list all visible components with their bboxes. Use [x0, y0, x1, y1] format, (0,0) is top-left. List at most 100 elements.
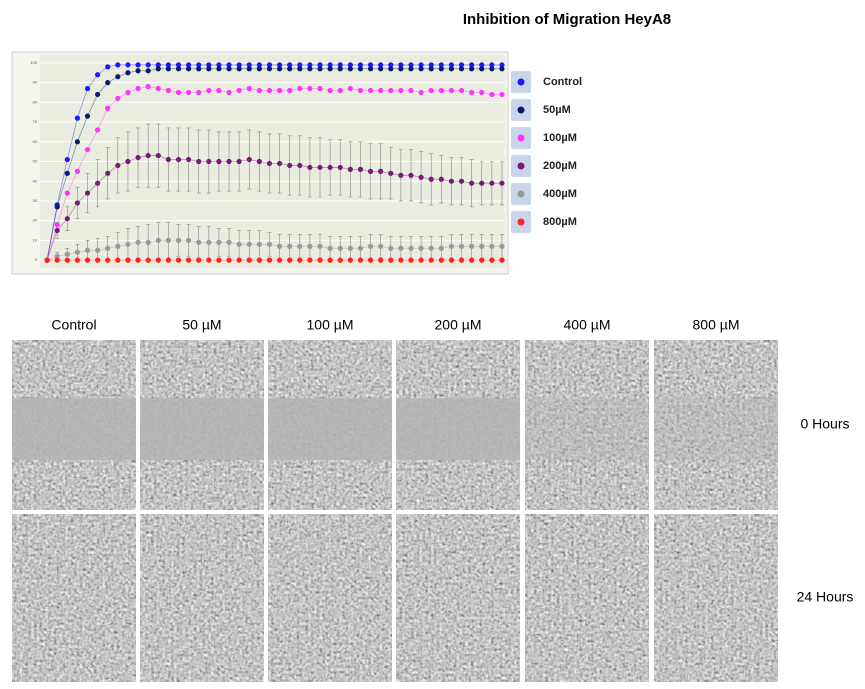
data-point — [388, 258, 393, 263]
data-point — [85, 86, 90, 91]
legend-marker — [518, 107, 525, 114]
data-point — [75, 258, 80, 263]
y-tick-label: 30 — [33, 198, 38, 203]
y-tick-label: 60 — [33, 139, 38, 144]
data-point — [317, 66, 322, 71]
data-point — [176, 157, 181, 162]
data-point — [135, 155, 140, 160]
data-point — [176, 258, 181, 263]
data-point — [216, 258, 221, 263]
legend-label: 50µM — [543, 104, 571, 116]
image-grid: Control50 µM100 µM200 µM400 µM800 µM0 Ho… — [12, 317, 853, 682]
data-point — [186, 90, 191, 95]
data-point — [146, 153, 151, 158]
data-point — [317, 86, 322, 91]
data-point — [247, 66, 252, 71]
data-point — [196, 159, 201, 164]
data-point — [277, 244, 282, 249]
data-point — [105, 106, 110, 111]
data-point — [75, 139, 80, 144]
column-label: 200 µM — [435, 317, 482, 333]
data-point — [429, 258, 434, 263]
data-point — [449, 244, 454, 249]
data-point — [75, 169, 80, 174]
data-point — [408, 88, 413, 93]
data-point — [267, 258, 272, 263]
data-point — [247, 258, 252, 263]
data-point — [55, 258, 60, 263]
data-point — [378, 244, 383, 249]
data-point — [267, 161, 272, 166]
data-point — [307, 66, 312, 71]
data-point — [317, 258, 322, 263]
data-point — [176, 238, 181, 243]
data-point — [216, 159, 221, 164]
micrograph — [268, 514, 392, 682]
data-point — [146, 240, 151, 245]
data-point — [95, 181, 100, 186]
column-label: 400 µM — [564, 317, 611, 333]
legend-marker — [518, 219, 525, 226]
data-point — [115, 163, 120, 168]
data-point — [95, 258, 100, 263]
data-point — [226, 159, 231, 164]
data-point — [418, 90, 423, 95]
legend-label: 800µM — [543, 216, 577, 228]
data-point — [85, 248, 90, 253]
data-point — [408, 246, 413, 251]
y-tick-label: 90 — [33, 80, 38, 85]
data-point — [125, 242, 130, 247]
data-point — [156, 66, 161, 71]
data-point — [469, 181, 474, 186]
legend-label: 200µM — [543, 160, 577, 172]
data-point — [287, 244, 292, 249]
data-point — [378, 88, 383, 93]
data-point — [277, 161, 282, 166]
data-point — [398, 246, 403, 251]
data-point — [267, 242, 272, 247]
data-point — [65, 252, 70, 257]
legend-marker — [518, 79, 525, 86]
legend-marker — [518, 191, 525, 198]
data-point — [277, 258, 282, 263]
data-point — [489, 181, 494, 186]
data-point — [499, 92, 504, 97]
data-point — [469, 90, 474, 95]
legend-label: Control — [543, 76, 582, 88]
data-point — [206, 66, 211, 71]
y-tick-label: 20 — [33, 218, 38, 223]
data-point — [408, 66, 413, 71]
figure: Inhibition of Migration HeyA8 0102030405… — [0, 0, 865, 684]
data-point — [348, 246, 353, 251]
data-point — [105, 246, 110, 251]
data-point — [469, 258, 474, 263]
data-point — [328, 88, 333, 93]
data-point — [75, 116, 80, 121]
micrograph — [396, 514, 520, 682]
data-point — [196, 66, 201, 71]
data-point — [166, 258, 171, 263]
data-point — [105, 64, 110, 69]
data-point — [216, 88, 221, 93]
data-point — [135, 86, 140, 91]
data-point — [499, 181, 504, 186]
data-point — [449, 66, 454, 71]
data-point — [135, 258, 140, 263]
data-point — [297, 66, 302, 71]
data-point — [85, 147, 90, 152]
data-point — [388, 246, 393, 251]
column-label: 100 µM — [307, 317, 354, 333]
legend: Control50µM100µM200µM400µM800µM — [511, 71, 582, 233]
data-point — [408, 173, 413, 178]
data-point — [398, 88, 403, 93]
data-point — [206, 159, 211, 164]
data-point — [429, 88, 434, 93]
data-point — [439, 246, 444, 251]
data-point — [368, 258, 373, 263]
data-point — [479, 244, 484, 249]
data-point — [146, 258, 151, 263]
data-point — [115, 96, 120, 101]
wound-gap — [268, 398, 392, 460]
data-point — [135, 62, 140, 67]
y-tick-label: 10 — [33, 237, 38, 242]
